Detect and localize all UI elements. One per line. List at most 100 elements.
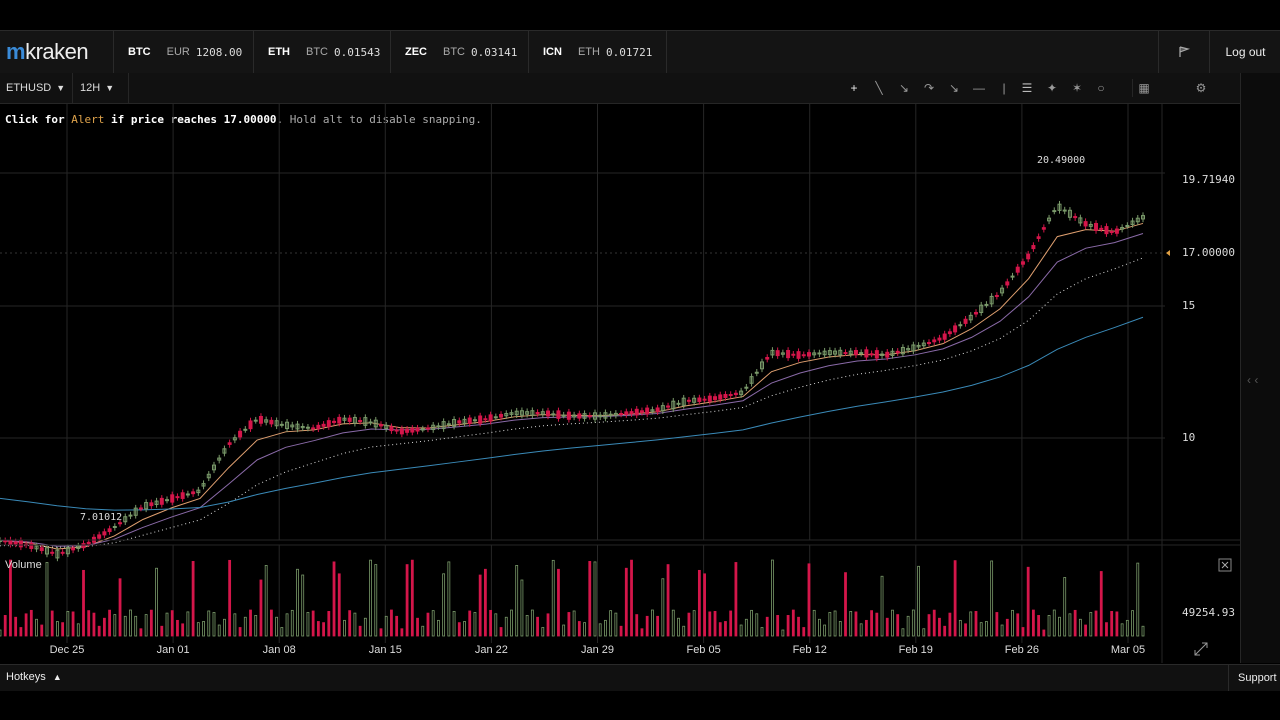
ticker-btc[interactable]: BTC EUR 1208.00 [113, 31, 256, 73]
fan-tool-icon[interactable]: ✶ [1071, 81, 1083, 95]
candle [410, 427, 415, 433]
volume-label: Volume [5, 559, 42, 571]
chart-toolbar: ETHUSD ▼ 12H ▼ + ╲ ↘ ↷ ↘ — | ☰ ✦ ✶ ○ ▦ ⚙ [0, 73, 1240, 104]
volume-bar [1005, 618, 1009, 637]
circle-tool-icon[interactable]: ○ [1097, 81, 1105, 95]
volume-bar [217, 624, 221, 637]
date-label: Jan 08 [263, 644, 296, 656]
candle [916, 344, 921, 348]
channel-tool-icon[interactable]: ☰ [1021, 81, 1033, 95]
volume-bar [583, 622, 586, 637]
volume-bar [176, 619, 179, 637]
line-tool-icon[interactable]: ╲ [875, 81, 883, 95]
vertical-line-tool-icon[interactable]: | [1002, 81, 1006, 95]
volume-bar [948, 612, 952, 637]
logout-button[interactable]: Log out [1209, 31, 1280, 73]
ticker-icn[interactable]: ICN ETH 0.01721 [528, 31, 668, 73]
arrow-tool-icon[interactable]: ↘ [948, 81, 960, 95]
candle [149, 502, 154, 507]
candle [1104, 226, 1109, 235]
candle [535, 412, 540, 415]
candle [994, 294, 999, 297]
price-label-15: 15 [1182, 299, 1195, 312]
close-volume-icon[interactable] [1218, 558, 1232, 572]
date-axis: Dec 25 Jan 01 Jan 08 Jan 15 Jan 22 Jan 29 Feb … [50, 644, 1146, 656]
volume-bar [301, 574, 305, 637]
candle [201, 483, 206, 487]
candle [295, 423, 300, 430]
volume-bar [985, 621, 988, 637]
pitchfork-tool-icon[interactable]: ✦ [1046, 81, 1058, 95]
price-chart[interactable]: 19.71940 17.00000 15 10 20.49000 7.01012… [0, 103, 1240, 663]
volume-bar [87, 610, 91, 637]
volume-bar [45, 562, 49, 637]
volume-bar [275, 616, 279, 637]
notifications-icon[interactable] [1158, 31, 1209, 73]
volume-bar [896, 614, 900, 637]
candle [833, 350, 838, 355]
expand-icon[interactable] [1194, 642, 1208, 656]
ticker-eth[interactable]: ETH BTC 0.01543 [253, 31, 394, 73]
kraken-logo[interactable]: mkraken [6, 39, 89, 64]
candle [624, 411, 629, 416]
volume-bar [1115, 611, 1119, 637]
candle [655, 407, 660, 413]
candle [827, 350, 832, 356]
ticker-zec[interactable]: ZEC BTC 0.03141 [390, 31, 531, 73]
volume-bar [525, 615, 529, 637]
market-select[interactable]: ETHUSD ▼ [0, 73, 73, 103]
ray-tool-icon[interactable]: ↘ [898, 81, 910, 95]
volume-bar [332, 561, 336, 637]
candle [619, 413, 624, 416]
candle [311, 427, 316, 430]
candle [488, 414, 493, 422]
alert-link[interactable]: Alert [71, 113, 105, 126]
interval-select[interactable]: 12H ▼ [68, 73, 129, 103]
chart-series [0, 222, 1170, 550]
support-button[interactable]: Support [1228, 665, 1280, 691]
candle [399, 428, 404, 435]
crosshair-tool-icon[interactable]: + [850, 81, 858, 95]
volume-bar [228, 559, 232, 637]
volume-bar [927, 614, 931, 637]
candle-group [0, 200, 1145, 562]
candle [650, 409, 655, 412]
volume-bar [181, 623, 185, 637]
hotkeys-button[interactable]: Hotkeys ▲ [6, 671, 62, 683]
volume-bar [431, 610, 435, 637]
volume-bar [917, 565, 920, 637]
candle [770, 349, 775, 356]
curve-tool-icon[interactable]: ↷ [923, 81, 935, 95]
candle [979, 304, 984, 313]
volume-bar [426, 612, 430, 637]
volume-bar [1099, 571, 1103, 637]
candle [639, 410, 644, 413]
candle [1041, 227, 1046, 230]
candle [431, 424, 436, 431]
date-label: Dec 25 [50, 644, 85, 656]
volume-bar [186, 611, 190, 637]
candle [222, 448, 227, 454]
candle [467, 417, 472, 424]
candle [170, 494, 175, 503]
date-label: Feb 26 [1005, 644, 1039, 656]
collapse-chevron-icon[interactable]: ‹ ‹ [1247, 373, 1259, 387]
candle [812, 352, 817, 356]
candle [629, 411, 634, 415]
volume-bar [66, 611, 70, 637]
candle [305, 426, 310, 429]
candle [102, 531, 107, 536]
settings-gear-icon[interactable]: ⚙ [1195, 81, 1207, 95]
candle [128, 514, 133, 517]
candle [587, 415, 592, 418]
candle [864, 349, 869, 358]
chart-type-icon[interactable]: ▦ [1132, 79, 1155, 97]
date-label: Jan 15 [369, 644, 402, 656]
volume-bar [9, 559, 12, 637]
candle [44, 547, 49, 555]
right-collapse-panel[interactable]: ‹ ‹ [1240, 73, 1280, 663]
horizontal-line-tool-icon[interactable]: — [973, 81, 985, 95]
candle [446, 423, 451, 426]
volume-bar [437, 619, 440, 637]
volume-bar [483, 568, 487, 637]
